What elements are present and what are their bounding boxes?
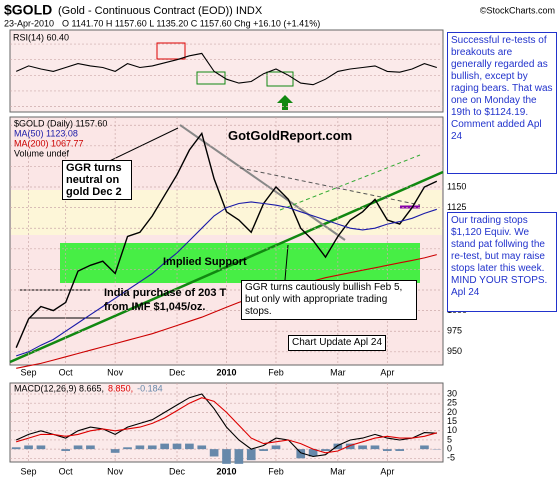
y-tick-label: 975 [447,326,462,336]
annotation: GotGoldReport.com [228,128,353,143]
trend-line [179,124,346,241]
series-line [15,131,438,348]
y-tick-label: 0 [447,444,452,454]
y-tick-label: 5 [447,434,452,444]
histogram-bar [24,445,33,450]
x-tick-label: Dec [169,367,186,377]
histogram-bar [234,449,244,464]
histogram-bar [222,449,231,464]
x-tick-label: Nov [107,367,124,377]
series-line [16,201,437,357]
series-line [16,254,437,369]
legend-entry: 8.850, [108,383,133,393]
y-tick-label: 30 [447,388,457,398]
histogram-bar [358,445,367,450]
trend-line [239,167,421,206]
histogram-bar [259,449,268,451]
x-tick-label: Mar [330,466,346,476]
x-tick-label: Nov [107,466,124,476]
histogram-bar [246,449,256,461]
legend-entry: MA(50) 1123.08 [14,128,78,138]
x-tick-label: Sep [21,466,37,476]
annotation: India purchase of 203 T from IMF $1,045/… [104,287,227,313]
annotation: GGR turns cautiously bullish Feb 5, but … [241,280,417,320]
histogram-bar [420,445,429,450]
histogram-bar [147,445,157,450]
histogram-bar [123,447,132,450]
histogram-bar [197,445,207,450]
histogram-bar [172,443,182,450]
x-tick-label: Apr [380,367,394,377]
y-tick-label: -5 [447,453,455,463]
histogram-bar [110,449,120,453]
histogram-bar [135,445,145,450]
histogram-bar [395,449,405,451]
annotation: GGR turns neutral on gold Dec 2 [62,160,132,200]
histogram-bar [321,449,330,451]
y-tick-label: 15 [447,416,457,426]
quote: O 1141.70 H 1157.60 L 1135.20 C 1157.60 … [62,18,320,28]
histogram-bar [296,449,306,459]
credit: ©StockCharts.com [480,5,555,15]
rsi-panel [9,29,444,113]
date: 23-Apr-2010 [4,18,54,28]
histogram-bar [185,443,194,450]
histogram-bar [271,445,281,450]
legend-entry: MA(200) 1067.77 [14,138,84,148]
histogram-bar [61,449,71,451]
legend-entry: $GOLD (Daily) 1157.60 [14,118,107,128]
y-tick-label: 10 [447,425,457,435]
x-tick-label: 2010 [216,367,236,377]
legend-entry: -0.184 [137,383,163,393]
annotation: Implied Support [163,256,247,268]
histogram-bar [345,443,355,450]
legend-entry: MACD(12,26,9) 8.665, [14,383,104,393]
legend-entry: Volume undef [14,148,70,158]
x-tick-label: Oct [59,367,74,377]
histogram-bar [36,445,46,450]
histogram-bar [11,447,21,450]
x-tick-label: Feb [268,466,284,476]
histogram-bar [160,443,169,450]
y-tick-label: 20 [447,407,457,417]
callout-line [284,244,289,281]
x-tick-label: Feb [268,367,284,377]
histogram-bar [382,449,392,451]
symbol: $GOLD [4,2,52,18]
histogram-bar [308,449,318,457]
y-tick-label: 1150 [447,181,466,191]
histogram-bar [86,445,95,450]
histogram-bar [333,443,343,450]
x-tick-label: 2010 [216,466,236,476]
x-tick-label: Dec [169,466,186,476]
x-tick-label: Sep [21,367,37,377]
x-tick-label: Mar [330,367,346,377]
annotation: Chart Update Apl 24 [288,335,387,351]
instrument-name: (Gold - Continuous Contract (EOD)) INDX [58,5,263,17]
histogram-bar [370,445,380,450]
rsi-highlight [156,42,186,60]
rsi-highlight [266,71,294,87]
note: Our trading stops $1,120 Equiv. We stand… [447,212,557,312]
legend-entry: RSI(14) 60.40 [13,32,69,42]
note: Successful re-tests of breakouts are gen… [447,32,557,174]
x-tick-label: Oct [59,466,74,476]
y-tick-label: 1125 [447,202,466,212]
series-line [15,52,437,86]
series-line [16,397,437,454]
arrow [277,95,293,110]
series-line [15,393,437,458]
histogram-bar [209,449,219,457]
histogram-bar [73,445,83,450]
y-tick-label: 950 [447,346,462,356]
y-tick-label: 25 [447,398,457,408]
support-band [60,243,420,283]
x-tick-label: Apr [380,466,394,476]
